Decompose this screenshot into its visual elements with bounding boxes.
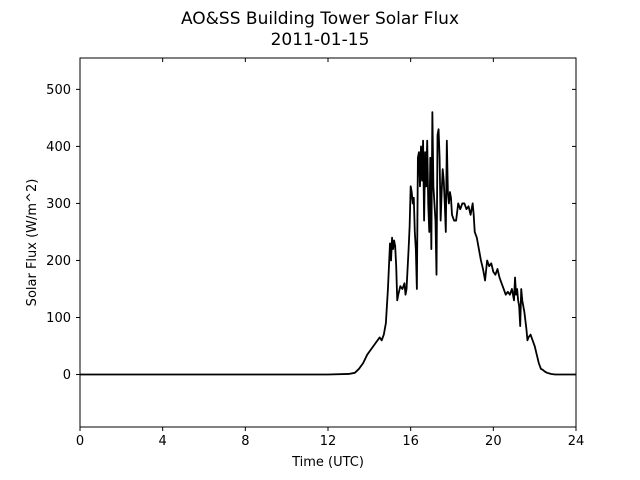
y-axis-label: Solar Flux (W/m^2) xyxy=(25,179,40,307)
x-tick-label: 0 xyxy=(76,434,84,449)
x-axis-label: Time (UTC) xyxy=(291,455,364,470)
chart-title: AO&SS Building Tower Solar Flux xyxy=(181,9,459,29)
chart-subtitle: 2011-01-15 xyxy=(271,30,370,50)
x-tick-label: 20 xyxy=(485,434,502,449)
y-tick-label: 200 xyxy=(46,254,71,269)
plot-area xyxy=(80,111,576,376)
y-tick-label: 500 xyxy=(46,83,71,98)
plot-frame xyxy=(79,57,577,428)
y-tick-label: 0 xyxy=(63,368,71,383)
y-tick-label: 100 xyxy=(46,311,71,326)
series-line-0 xyxy=(80,111,576,376)
y-axis-ticks: 0 100 200 300 400 500 xyxy=(46,83,576,383)
y-tick-label: 300 xyxy=(46,197,71,212)
x-axis-ticks: 0 4 8 12 16 20 24 xyxy=(76,58,584,449)
x-tick-label: 8 xyxy=(241,434,249,449)
x-tick-label: 12 xyxy=(320,434,337,449)
x-tick-label: 24 xyxy=(568,434,585,449)
x-tick-label: 4 xyxy=(159,434,167,449)
x-tick-label: 16 xyxy=(402,434,419,449)
y-tick-label: 400 xyxy=(46,140,71,155)
